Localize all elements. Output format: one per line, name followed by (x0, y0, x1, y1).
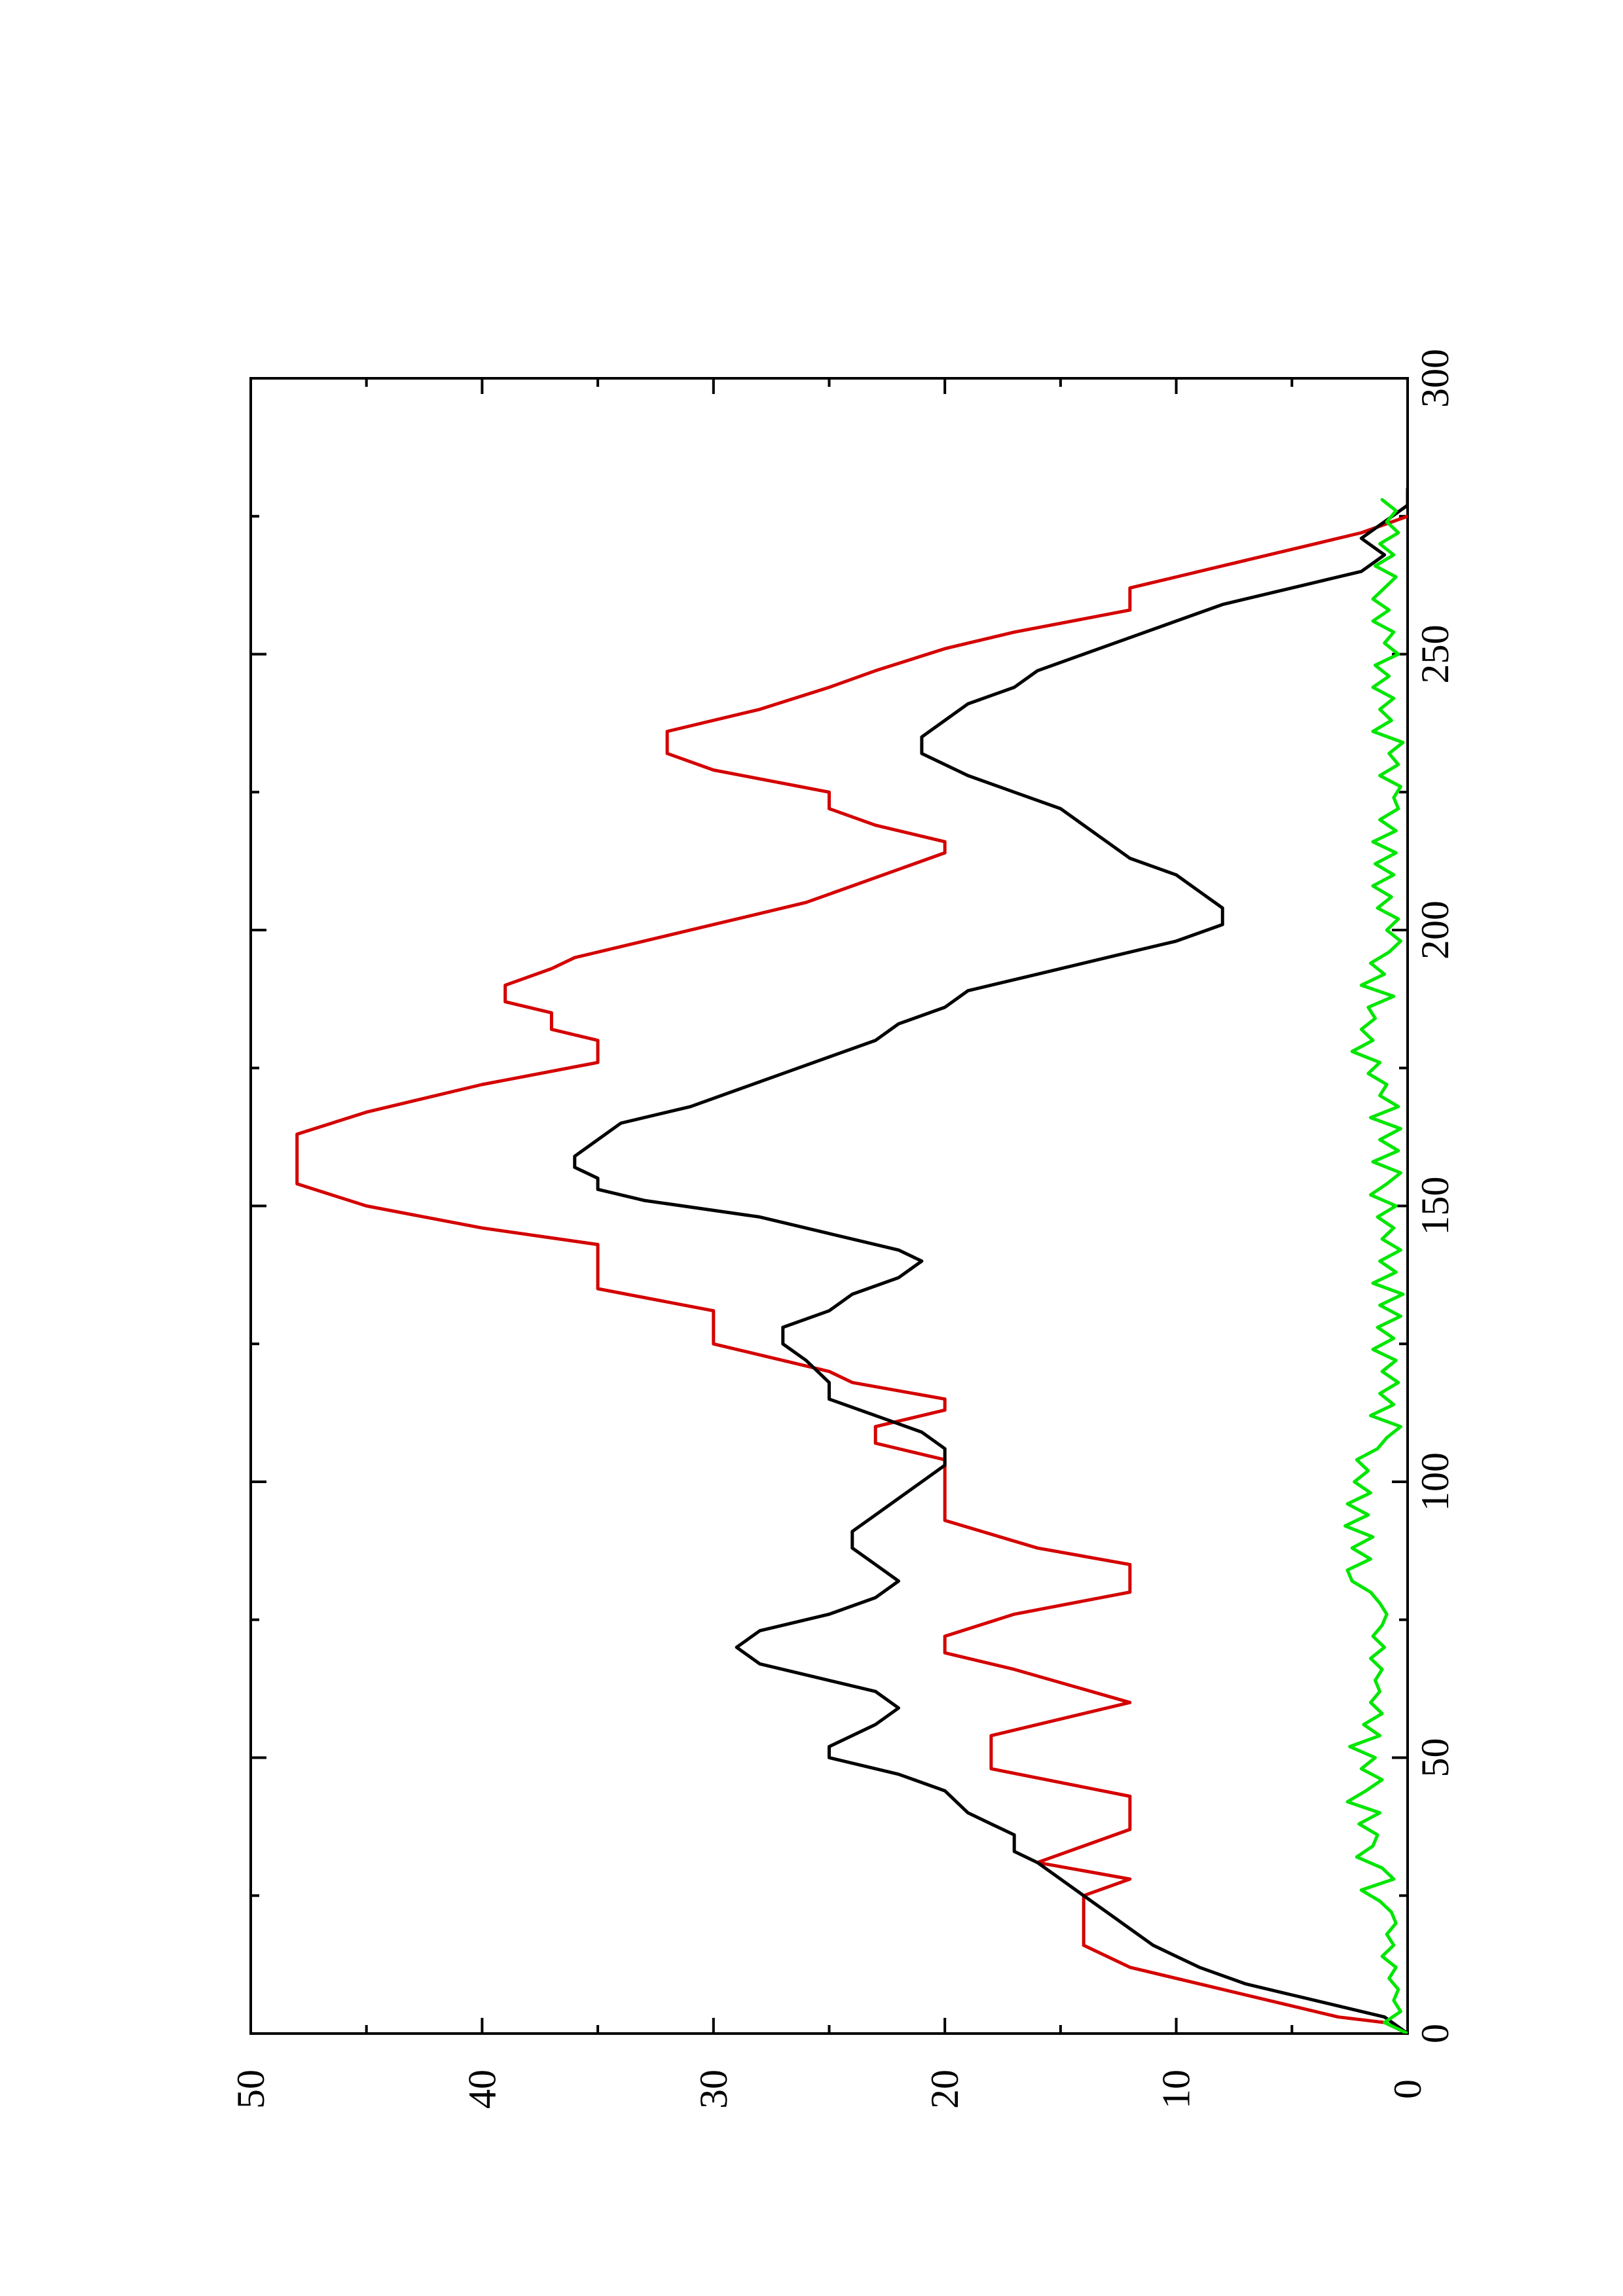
y-tick-label: 40 (460, 2070, 503, 2109)
y-tick-label: 20 (923, 2070, 966, 2109)
x-tick-label: 100 (1413, 1452, 1457, 1511)
axis-ticks (249, 377, 1409, 2035)
plot-border (249, 377, 1409, 2035)
series-layer (295, 487, 1408, 2034)
x-tick-label: 300 (1413, 349, 1457, 408)
x-tick-label: 150 (1413, 1177, 1457, 1236)
x-tick-label: 250 (1413, 625, 1457, 684)
plot-frame (249, 377, 1409, 2035)
axis-tick-labels: 0 50 100 150 200 250 300 0 10 20 30 40 50 (229, 349, 1457, 2109)
x-tick-label: 50 (1413, 1738, 1457, 1778)
series-line-3 (1343, 498, 1408, 2034)
series-line-1 (295, 514, 1408, 2034)
y-tick-label: 10 (1155, 2070, 1198, 2109)
x-tick-label: 0 (1413, 2024, 1457, 2043)
y-tick-label: 0 (1386, 2079, 1429, 2099)
y-tick-label: 30 (692, 2070, 735, 2109)
y-tick-label: 50 (229, 2070, 272, 2109)
x-tick-label: 200 (1413, 901, 1457, 960)
series-line-2 (573, 487, 1408, 2034)
